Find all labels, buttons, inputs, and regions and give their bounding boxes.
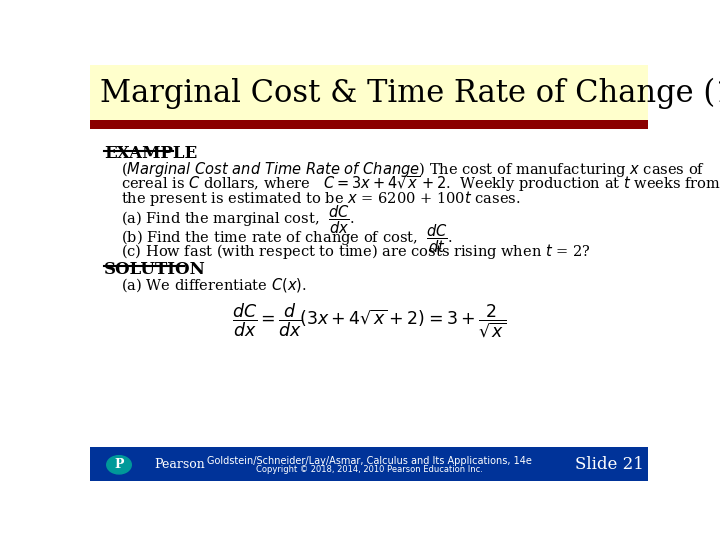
FancyBboxPatch shape xyxy=(90,120,648,129)
Text: Marginal Cost & Time Rate of Change (1 of 2): Marginal Cost & Time Rate of Change (1 o… xyxy=(100,77,720,109)
Text: cereal is $C$ dollars, where   $C = 3x + 4\sqrt{x} + 2$.  Weekly production at $: cereal is $C$ dollars, where $C = 3x + 4… xyxy=(121,174,720,194)
Text: (a) We differentiate $C(x)$.: (a) We differentiate $C(x)$. xyxy=(121,275,307,294)
Text: $\dfrac{dC}{dx} = \dfrac{d}{dx}\!\left(3x + 4\sqrt{x} + 2\right) = 3 + \dfrac{2}: $\dfrac{dC}{dx} = \dfrac{d}{dx}\!\left(3… xyxy=(232,301,506,340)
Text: Slide 21: Slide 21 xyxy=(575,456,644,473)
Text: Pearson: Pearson xyxy=(154,458,205,471)
Text: (b) Find the time rate of change of cost,  $\dfrac{dC}{dt}$.: (b) Find the time rate of change of cost… xyxy=(121,222,453,254)
Text: EXAMPLE: EXAMPLE xyxy=(104,145,197,163)
Text: ($\mathit{Marginal\ Cost\ and\ Time\ Rate\ of\ Change}$) The cost of manufacturi: ($\mathit{Marginal\ Cost\ and\ Time\ Rat… xyxy=(121,160,705,179)
Text: Copyright © 2018, 2014, 2010 Pearson Education Inc.: Copyright © 2018, 2014, 2010 Pearson Edu… xyxy=(256,465,482,474)
Text: the present is estimated to be $x$ = 6200 + 100$t$ cases.: the present is estimated to be $x$ = 620… xyxy=(121,188,520,208)
Text: (c) How fast (with respect to time) are costs rising when $t$ = 2?: (c) How fast (with respect to time) are … xyxy=(121,242,590,261)
Text: (a) Find the marginal cost,  $\dfrac{dC}{dx}$.: (a) Find the marginal cost, $\dfrac{dC}{… xyxy=(121,204,354,236)
Text: P: P xyxy=(114,458,124,471)
FancyBboxPatch shape xyxy=(90,65,648,121)
Circle shape xyxy=(107,456,131,474)
Text: SOLUTION: SOLUTION xyxy=(104,261,206,278)
FancyBboxPatch shape xyxy=(90,447,648,481)
Text: Goldstein/Schneider/Lay/Asmar, Calculus and Its Applications, 14e: Goldstein/Schneider/Lay/Asmar, Calculus … xyxy=(207,456,531,465)
